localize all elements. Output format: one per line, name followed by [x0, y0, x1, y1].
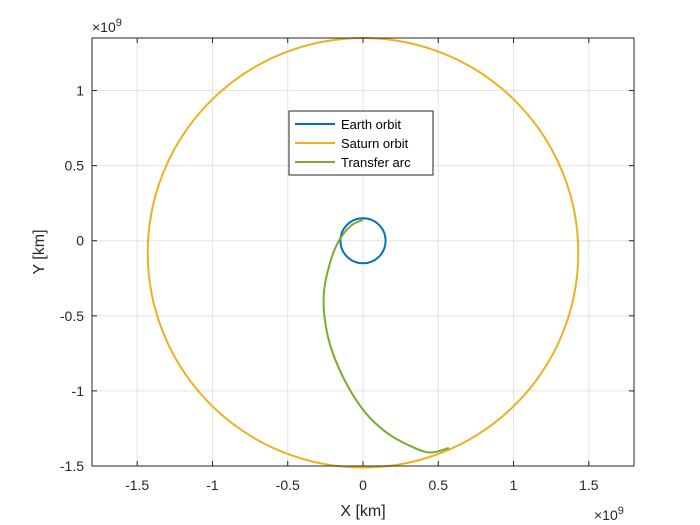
- x-tick-label: -1.5: [125, 477, 149, 493]
- y-tick-label: 0.5: [65, 158, 85, 174]
- series-earth-orbit: [339, 217, 387, 265]
- y-tick-label: 1: [76, 83, 84, 99]
- y-tick-label: 0: [76, 233, 84, 249]
- x-axis-label: X [km]: [340, 503, 385, 520]
- tick-labels: -1.5 -1 -0.5 0 0.5 1 1.5 1 0.5 0 -0.5 -1 -1.5: [60, 83, 599, 493]
- legend: Earth orbit Saturn orbit Transfer arc: [288, 110, 434, 176]
- x-tick-label: -0.5: [276, 477, 300, 493]
- x-tick-label: 1.5: [579, 477, 599, 493]
- x-tick-label: 0: [359, 477, 367, 493]
- series-transfer-arc: [322, 218, 450, 454]
- y-tick-label: -0.5: [60, 308, 84, 324]
- y-tick-label: -1.5: [60, 458, 84, 474]
- legend-entry-label: Transfer arc: [341, 155, 411, 170]
- tick-marks: [92, 38, 634, 467]
- legend-entry-label: Saturn orbit: [341, 136, 409, 151]
- x-exponent-label: ×109: [594, 505, 624, 523]
- y-tick-label: -1: [72, 383, 85, 399]
- x-tick-label: -1: [206, 477, 219, 493]
- y-axis-label: Y [km]: [31, 229, 48, 274]
- legend-entry-label: Earth orbit: [341, 117, 401, 132]
- y-exponent-label: ×109: [92, 17, 122, 35]
- x-tick-label: 1: [510, 477, 518, 493]
- x-tick-label: 0.5: [429, 477, 449, 493]
